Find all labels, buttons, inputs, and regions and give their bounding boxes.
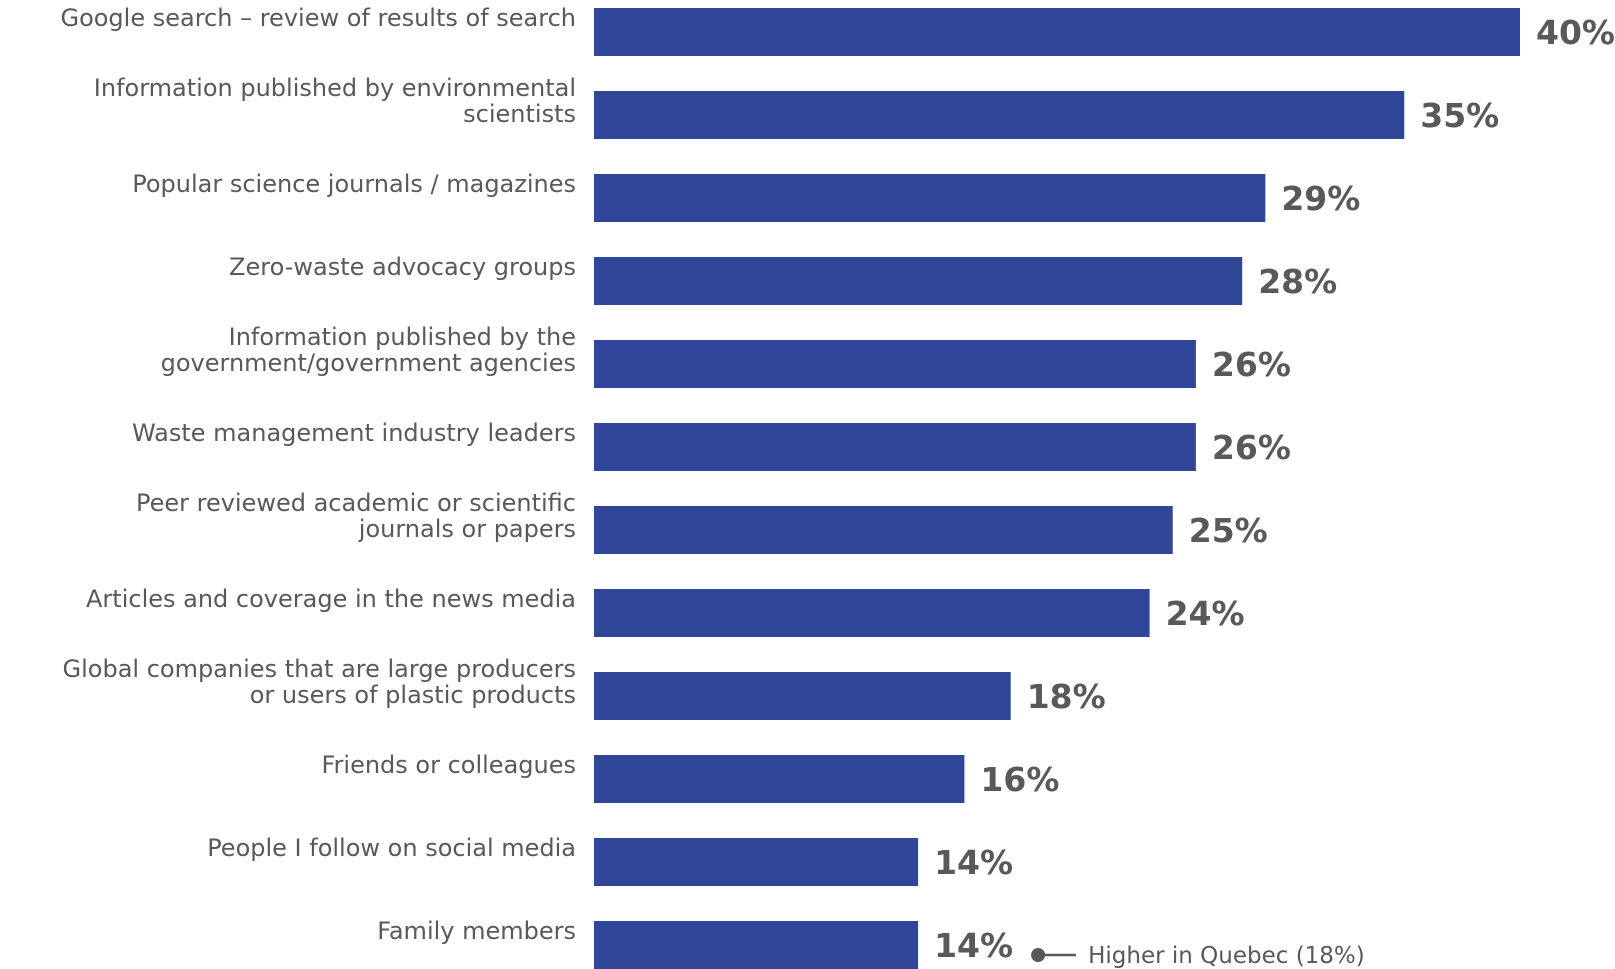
- bar-10: [594, 838, 919, 886]
- value-label-4: 26%: [1212, 345, 1291, 384]
- category-label-5: Waste management industry leaders: [132, 419, 576, 447]
- category-label-0: Google search – review of results of sea…: [60, 4, 576, 32]
- value-label-6: 25%: [1189, 511, 1268, 550]
- value-label-0: 40%: [1536, 13, 1615, 52]
- bar-2: [594, 174, 1266, 222]
- value-label-2: 29%: [1281, 179, 1360, 218]
- annotation-text: Higher in Quebec (18%): [1088, 943, 1365, 969]
- category-label-3: Zero-waste advocacy groups: [229, 253, 576, 281]
- bar-0: [594, 8, 1520, 56]
- value-label-1: 35%: [1420, 96, 1499, 135]
- category-label-8: Global companies that are large producer…: [63, 655, 576, 709]
- category-label-11: Family members: [377, 917, 576, 945]
- value-label-3: 28%: [1258, 262, 1337, 301]
- bar-3: [594, 257, 1243, 305]
- bar-5: [594, 423, 1196, 471]
- value-label-10: 14%: [934, 843, 1013, 882]
- category-label-6: Peer reviewed academic or scientific jour…: [136, 489, 576, 543]
- category-label-4: Information published by the government/g…: [161, 323, 576, 377]
- category-label-1: Information published by environmental sc…: [94, 74, 576, 128]
- category-label-2: Popular science journals / magazines: [132, 170, 576, 198]
- bar-1: [594, 91, 1405, 139]
- value-label-9: 16%: [980, 760, 1059, 799]
- category-label-10: People I follow on social media: [207, 834, 576, 862]
- value-label-8: 18%: [1027, 677, 1106, 716]
- bar-7: [594, 589, 1150, 637]
- bars-layer: [594, 8, 1520, 969]
- annotation: Higher in Quebec (18%): [1031, 943, 1365, 969]
- category-labels: Google search – review of results of sea…: [60, 4, 576, 945]
- value-labels: 40% 35% 29% 28% 26% 26% 25% 24% 18% 16% 14% 14%: [934, 13, 1615, 965]
- value-label-5: 26%: [1212, 428, 1291, 467]
- bar-9: [594, 755, 965, 803]
- bar-6: [594, 506, 1173, 554]
- bar-8: [594, 672, 1011, 720]
- bar-11: [594, 921, 919, 969]
- category-label-9: Friends or colleagues: [321, 751, 576, 779]
- value-label-11: 14%: [934, 926, 1013, 965]
- bar-4: [594, 340, 1196, 388]
- value-label-7: 24%: [1166, 594, 1245, 633]
- category-label-7: Articles and coverage in the news media: [86, 585, 576, 613]
